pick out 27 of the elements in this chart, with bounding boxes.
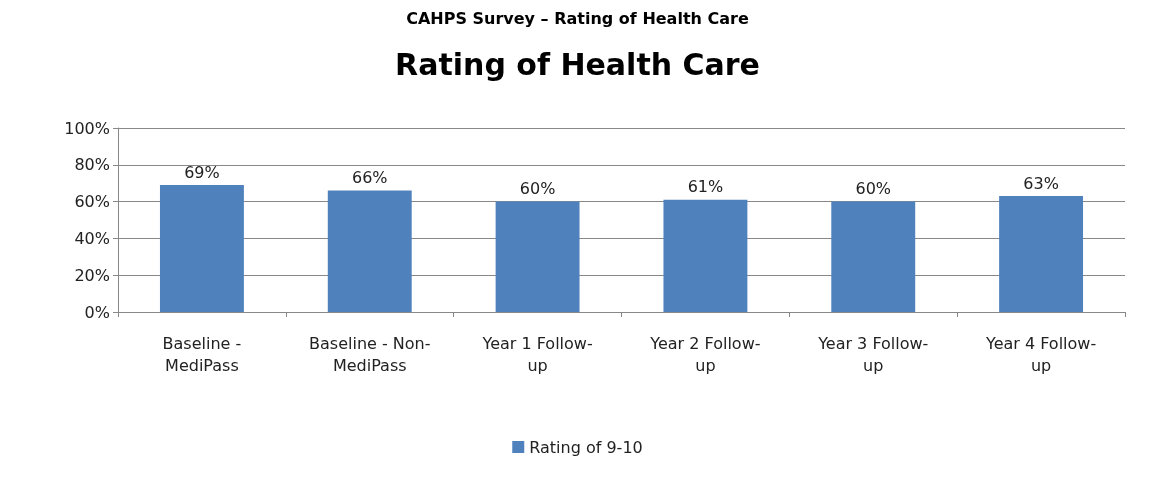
text: CAHPS Survey – Rating of Health Care	[406, 8, 749, 28]
y-tick-label: 20%	[74, 265, 110, 285]
data-label: 69%	[184, 162, 220, 182]
bar	[999, 196, 1084, 312]
chart-title: Rating of Health Care	[395, 46, 760, 82]
y-tick-label: 60%	[74, 192, 110, 212]
x-tick-label: Year 3 Follow-up	[817, 333, 929, 375]
x-tick-label: Year 2 Follow-up	[649, 333, 761, 375]
data-label: 60%	[855, 179, 892, 199]
data-label: 61%	[687, 177, 724, 197]
x-tick-label: Baseline - Non-MediPass	[309, 333, 431, 375]
bar	[159, 185, 244, 312]
x-tick-label: Year 4 Follow-up	[984, 333, 1097, 375]
data-label: 63%	[1023, 173, 1059, 193]
bar	[663, 199, 748, 312]
bar	[327, 190, 412, 312]
data-label: 60%	[519, 179, 556, 199]
y-tick-label: 0%	[84, 302, 110, 322]
y-tick-label: 40%	[74, 228, 110, 248]
bar	[495, 201, 580, 312]
bar	[831, 201, 916, 312]
y-tick-label: 80%	[74, 155, 110, 175]
y-tick-label: 100%	[64, 118, 110, 138]
legend-label: Rating of 9-10	[529, 437, 643, 457]
x-tick-label: Baseline - MediPass	[162, 333, 242, 375]
data-label: 66%	[351, 168, 388, 188]
x-tick-label: Year 1 Follow-up	[481, 333, 593, 375]
